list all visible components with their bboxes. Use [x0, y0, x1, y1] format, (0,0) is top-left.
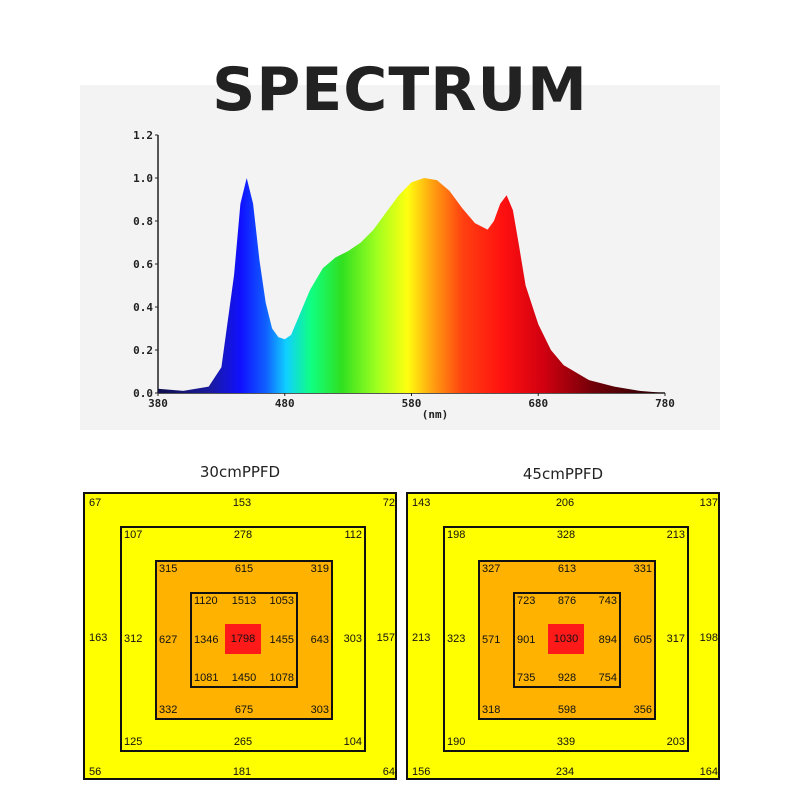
ppfd-value: 328: [556, 529, 576, 541]
ppfd-value: 317: [666, 633, 685, 645]
ppfd-value: 331: [633, 563, 652, 575]
ppfd-value: 312: [124, 633, 143, 645]
ppfd-grid-45cm: 143 206 137 213 198 156 234 164 198 328 213 323 317 1…: [406, 492, 720, 780]
ppfd-value: 190: [447, 736, 466, 748]
ppfd-value: 901: [517, 634, 536, 646]
ppfd-value: 323: [447, 633, 466, 645]
y-tick-labels: 0.0 0.2 0.4 0.6 0.8 1.0 1.2: [133, 129, 158, 400]
y-tick-label: 0.2: [133, 344, 153, 357]
ppfd-value: 153: [232, 497, 252, 509]
ppfd-value: 643: [310, 634, 329, 646]
ppfd-value: 318: [482, 704, 501, 716]
ppfd-value: 613: [557, 563, 577, 575]
y-tick-label: 0.6: [133, 258, 153, 271]
ppfd-value: 743: [598, 595, 617, 607]
ppfd-value: 206: [555, 497, 575, 509]
ppfd-value: 332: [159, 704, 178, 716]
ppfd-value: 56: [89, 766, 102, 778]
ppfd-value: 163: [89, 632, 108, 644]
ppfd-value: 1078: [269, 672, 294, 684]
ppfd-value: 64: [382, 766, 395, 778]
ppfd-value: 143: [412, 497, 431, 509]
ppfd-value: 627: [159, 634, 178, 646]
ppfd-value: 754: [598, 672, 617, 684]
ppfd-value: 723: [517, 595, 536, 607]
ppfd-center-value: 1798: [230, 633, 256, 645]
ppfd-value: 72: [382, 497, 395, 509]
ppfd-value: 198: [699, 632, 718, 644]
ppfd-value: 319: [310, 563, 329, 575]
ppfd-value: 1053: [269, 595, 294, 607]
ppfd-value: 198: [447, 529, 466, 541]
x-tick-label: 580: [402, 397, 422, 410]
x-tick-label: 680: [528, 397, 548, 410]
x-tick-label: 480: [275, 397, 295, 410]
ppfd-value: 181: [232, 766, 252, 778]
y-tick-label: 0.4: [133, 301, 153, 314]
ppfd-grid-30cm: 67 153 72 163 157 56 181 64 107 278 112 312 303 125 26…: [83, 492, 397, 780]
grid-title-30cm: 30cmPPFD: [199, 463, 281, 481]
grid-title-45cm: 45cmPPFD: [522, 465, 604, 483]
ppfd-value: 315: [159, 563, 178, 575]
ppfd-value: 125: [124, 736, 143, 748]
y-tick-label: 0.8: [133, 215, 153, 228]
ppfd-value: 1346: [194, 634, 219, 646]
spectrum-chart: 0.0 0.2 0.4 0.6 0.8 1.0 1.2 380 480 580 680 780 (n…: [133, 129, 675, 421]
ppfd-value: 278: [233, 529, 253, 541]
ppfd-value: 112: [344, 529, 362, 541]
ppfd-value: 1513: [231, 595, 257, 607]
page-title: SPECTRUM: [212, 55, 588, 125]
ppfd-value: 735: [517, 672, 536, 684]
ppfd-value: 356: [633, 704, 652, 716]
ppfd-ring-4: [190, 592, 298, 688]
y-tick-label: 1.0: [133, 172, 153, 185]
ppfd-value: 876: [557, 595, 577, 607]
x-tick-label: 780: [655, 397, 675, 410]
ppfd-value: 104: [343, 736, 362, 748]
ppfd-value: 1455: [269, 634, 294, 646]
ppfd-value: 303: [310, 704, 329, 716]
ppfd-value: 265: [233, 736, 253, 748]
spectrum-area: [158, 178, 665, 393]
ppfd-value: 303: [343, 633, 362, 645]
ppfd-value: 234: [555, 766, 575, 778]
ppfd-value: 928: [557, 672, 577, 684]
ppfd-value: 1081: [194, 672, 219, 684]
ppfd-value: 571: [482, 634, 501, 646]
ppfd-value: 1450: [231, 672, 257, 684]
ppfd-value: 157: [376, 632, 395, 644]
ppfd-value: 675: [234, 704, 254, 716]
ppfd-value: 1120: [194, 595, 218, 607]
ppfd-value: 598: [557, 704, 577, 716]
ppfd-value: 203: [666, 736, 685, 748]
ppfd-value: 67: [89, 497, 102, 509]
y-tick-label: 0.0: [133, 387, 153, 400]
ppfd-value: 213: [666, 529, 685, 541]
ppfd-value: 137: [699, 497, 718, 509]
x-tick-label: 380: [148, 397, 168, 410]
ppfd-value: 339: [556, 736, 576, 748]
ppfd-value: 615: [234, 563, 254, 575]
y-tick-label: 1.2: [133, 129, 153, 142]
ppfd-center-cell: [225, 624, 261, 654]
ppfd-value: 605: [633, 634, 652, 646]
x-tick-labels: 380 480 580 680 780: [148, 393, 675, 410]
ppfd-center-cell: [548, 624, 584, 654]
ppfd-value: 894: [598, 634, 617, 646]
ppfd-value: 107: [124, 529, 143, 541]
ppfd-center-value: 1030: [553, 633, 579, 645]
ppfd-value: 156: [412, 766, 431, 778]
ppfd-value: 164: [699, 766, 718, 778]
x-axis-label: (nm): [422, 408, 449, 421]
ppfd-value: 327: [482, 563, 501, 575]
ppfd-value: 213: [412, 632, 431, 644]
